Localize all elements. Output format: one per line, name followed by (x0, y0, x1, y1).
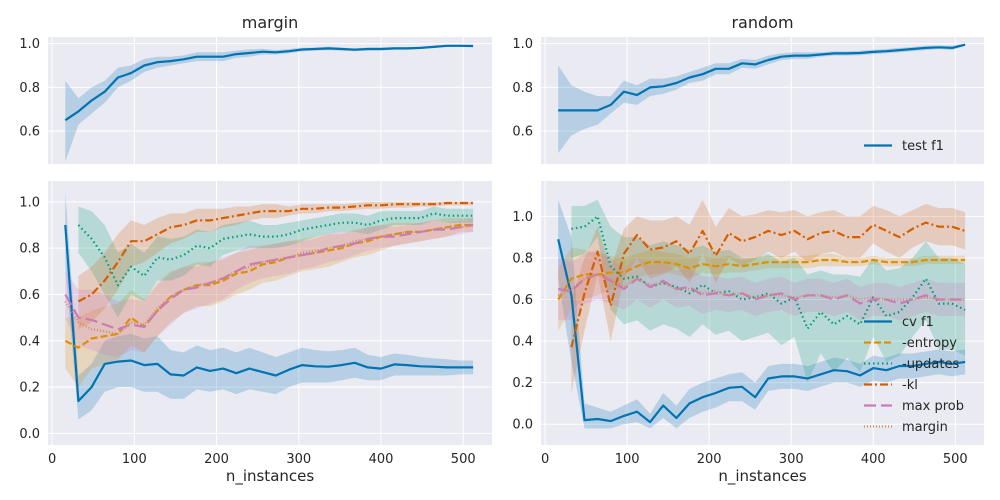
y-tick-label: 1.0 (512, 37, 533, 52)
x-tick-label: 200 (697, 452, 722, 467)
y-tick-label: 0.2 (19, 381, 40, 396)
x-tick-label: 500 (451, 452, 476, 467)
y-tick-label: 0.8 (19, 81, 40, 96)
plot-area (48, 37, 492, 164)
band-entropy (65, 218, 474, 388)
x-tick-label: 500 (943, 452, 968, 467)
band-cv_f1 (558, 199, 966, 429)
legend-label-test_f1: test f1 (902, 139, 944, 154)
band-kl (78, 201, 474, 330)
line-entropy (64, 223, 474, 349)
legend: test f1 (864, 139, 944, 154)
y-tick-label: 0.8 (512, 81, 533, 96)
plot-content (558, 43, 966, 154)
legend-label-cv_f1: cv f1 (902, 315, 934, 330)
x-tick-label: 300 (779, 452, 804, 467)
legend-label-margin: margin (902, 420, 948, 435)
panel-random-bottom: 0.0 0.2 0.4 0.6 0.8 1.0 0 100 200 300 400 500 n_inst… (512, 181, 984, 486)
x-tick-label: 200 (204, 452, 229, 467)
plot-content (64, 192, 474, 420)
x-tick-label: 0 (48, 452, 56, 467)
plot-area (541, 181, 984, 445)
line-kl (77, 201, 474, 303)
panel-title: random (731, 13, 793, 32)
x-tick-label: 0 (541, 452, 549, 467)
y-tick-label: 0.2 (512, 376, 533, 391)
band-kl (571, 199, 966, 393)
panel-margin-bottom: 0.0 0.2 0.4 0.6 0.8 1.0 0 100 200 300 400 500 n_inst… (19, 181, 492, 486)
x-axis-label: n_instances (718, 467, 807, 486)
y-tick-label: 0.4 (512, 335, 533, 350)
line-max_prob (64, 223, 474, 331)
y-tick-label: 1.0 (19, 195, 40, 210)
line-kl (570, 221, 966, 348)
legend-label-entropy: -entropy (902, 336, 957, 351)
band-updates (78, 206, 474, 318)
band-cv_f1 (65, 192, 474, 420)
legend-label-kl: -kl (902, 378, 918, 393)
line-test_f1 (558, 43, 966, 112)
band-max_prob (558, 249, 966, 321)
y-tick-label: 1.0 (512, 210, 533, 225)
legend-label-max_prob: max prob (902, 399, 964, 414)
band-entropy (558, 247, 966, 331)
line-test_f1 (64, 44, 474, 122)
panel-title: margin (242, 13, 298, 32)
y-tick-label: 1.0 (19, 37, 40, 52)
y-tick-label: 0.0 (512, 418, 533, 433)
x-tick-label: 100 (615, 452, 640, 467)
line-entropy (557, 258, 966, 301)
y-tick-label: 0.6 (512, 293, 533, 308)
y-tick-label: 0.8 (19, 242, 40, 257)
x-tick-label: 300 (286, 452, 311, 467)
line-cv_f1 (64, 224, 474, 403)
band-updates (571, 199, 966, 383)
line-cv_f1 (557, 238, 966, 424)
x-tick-label: 100 (122, 452, 147, 467)
y-tick-label: 0.6 (19, 125, 40, 140)
y-tick-label: 0.4 (19, 334, 40, 349)
x-tick-label: 400 (861, 452, 886, 467)
x-tick-label: 400 (369, 452, 394, 467)
y-tick-label: 0.8 (512, 251, 533, 266)
plot-area (48, 181, 492, 445)
band-max_prob (65, 218, 474, 357)
legend: cv f1 -entropy -updates -kl max prob margin (864, 315, 964, 435)
line-updates (571, 215, 966, 330)
x-axis-label: n_instances (226, 467, 315, 486)
panel-margin-top: 0.6 0.8 1.0 margin (19, 13, 492, 164)
band-test_f1 (558, 43, 966, 154)
y-tick-label: 0.6 (512, 125, 533, 140)
legend-label-updates: -updates (902, 357, 959, 372)
plot-content (64, 44, 474, 162)
line-margin (557, 273, 966, 301)
y-tick-label: 0.6 (19, 288, 40, 303)
panel-random-top: 0.6 0.8 1.0 random test f1 (512, 13, 984, 164)
y-tick-label: 0.0 (19, 427, 40, 442)
plot-content (557, 199, 966, 429)
